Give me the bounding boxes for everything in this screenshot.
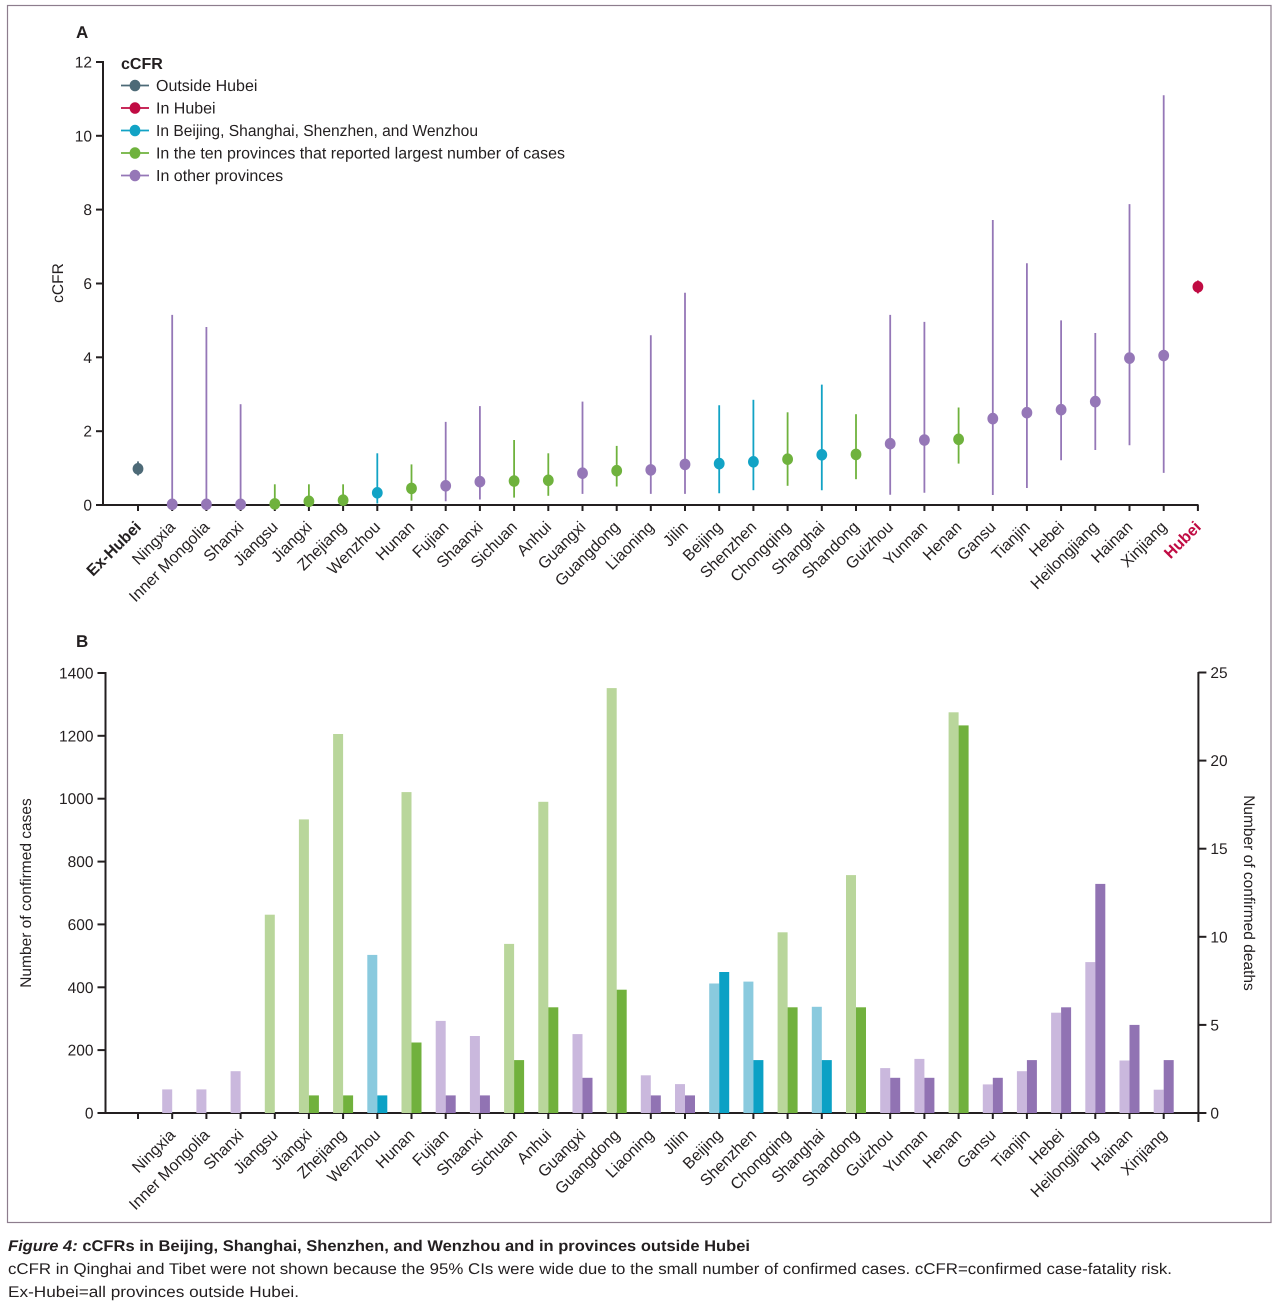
svg-text:10: 10	[75, 128, 93, 145]
svg-text:B: B	[76, 632, 88, 651]
svg-text:20: 20	[1210, 753, 1228, 770]
svg-text:In Hubei: In Hubei	[156, 101, 216, 118]
svg-text:Number of confirmed cases: Number of confirmed cases	[18, 798, 35, 988]
svg-text:Ex-Hubei=all provinces outside: Ex-Hubei=all provinces outside Hubei.	[8, 1284, 299, 1301]
svg-text:400: 400	[68, 980, 94, 997]
svg-text:In Beijing, Shanghai, Shenzhen: In Beijing, Shanghai, Shenzhen, and Wenz…	[156, 123, 478, 140]
svg-text:5: 5	[1210, 1017, 1219, 1034]
svg-text:2: 2	[83, 424, 92, 441]
svg-text:In other provinces: In other provinces	[156, 168, 283, 185]
svg-text:Outside Hubei: Outside Hubei	[156, 78, 257, 95]
svg-text:1400: 1400	[59, 666, 94, 683]
svg-text:0: 0	[1210, 1106, 1219, 1123]
svg-text:A: A	[76, 23, 88, 42]
svg-text:25: 25	[1210, 665, 1227, 682]
svg-text:800: 800	[68, 854, 94, 871]
svg-text:1000: 1000	[59, 791, 94, 808]
svg-text:600: 600	[68, 917, 94, 934]
svg-text:15: 15	[1210, 841, 1227, 858]
svg-text:In the ten provinces that repo: In the ten provinces that reported large…	[156, 146, 565, 163]
svg-text:cCFR: cCFR	[50, 263, 67, 303]
svg-text:Figure 4: cCFRs in Beijing, Sh: Figure 4: cCFRs in Beijing, Shanghai, Sh…	[8, 1238, 750, 1255]
svg-text:cCFR in Qinghai and Tibet were: cCFR in Qinghai and Tibet were not shown…	[8, 1261, 1172, 1278]
svg-text:8: 8	[83, 202, 92, 219]
svg-text:12: 12	[75, 55, 92, 72]
svg-text:10: 10	[1210, 929, 1228, 946]
svg-text:Number of confirmed deaths: Number of confirmed deaths	[1240, 795, 1257, 991]
svg-text:1200: 1200	[59, 728, 94, 745]
svg-text:0: 0	[85, 1106, 94, 1123]
svg-text:4: 4	[83, 350, 92, 367]
svg-text:6: 6	[83, 276, 92, 293]
svg-text:cCFR: cCFR	[121, 56, 163, 73]
svg-text:0: 0	[83, 498, 92, 515]
svg-text:200: 200	[68, 1043, 94, 1060]
